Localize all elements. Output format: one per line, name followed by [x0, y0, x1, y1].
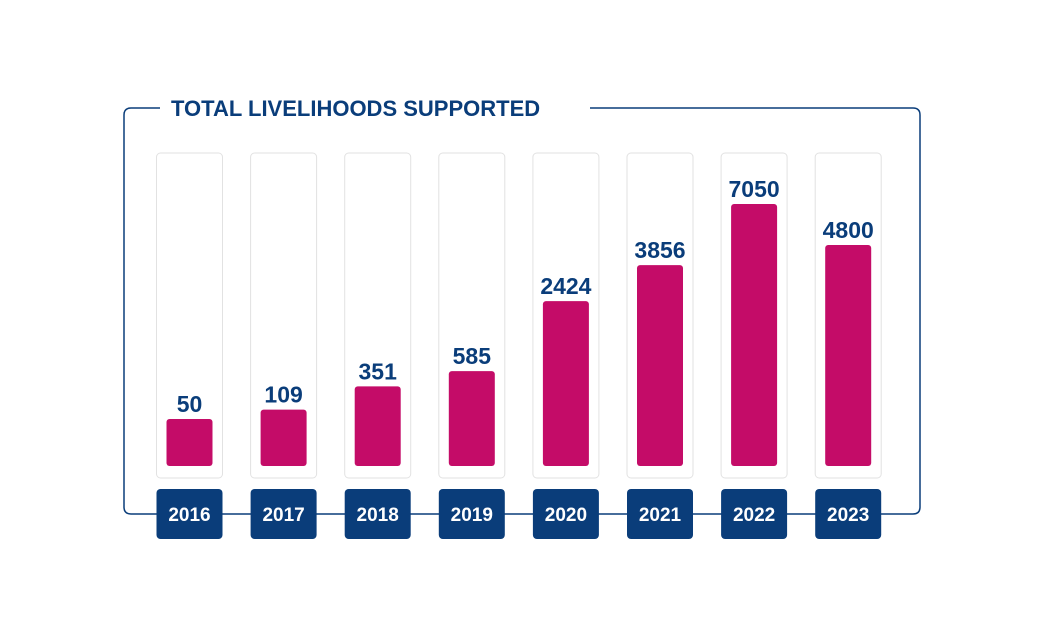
year-label-2020: 2020	[545, 505, 587, 526]
bar-2022	[731, 204, 778, 466]
value-labels: 50 109 351 585 2424 3856 7050 4800	[177, 176, 874, 417]
value-label-2022: 7050	[729, 176, 780, 202]
year-box-2018	[344, 489, 411, 539]
year-label-2016: 2016	[168, 505, 210, 526]
year-label-2018: 2018	[357, 505, 399, 526]
bar-2017	[260, 409, 307, 466]
value-label-2019: 585	[453, 343, 492, 369]
bars	[166, 204, 872, 466]
year-box-2023	[815, 489, 882, 539]
bar-2023	[825, 245, 872, 466]
value-label-2016: 50	[177, 391, 203, 417]
year-label-2021: 2021	[639, 505, 682, 526]
bar-track-2017	[250, 152, 318, 479]
value-label-2021: 3856	[634, 237, 685, 263]
chart-frame: TOTAL LIVELIHOODS SUPPORTED	[123, 96, 921, 515]
year-box-2019	[438, 489, 505, 539]
year-box-2017	[250, 489, 317, 539]
year-box-2022	[721, 489, 788, 539]
bar-track-2016	[156, 152, 223, 479]
chart-title: TOTAL LIVELIHOODS SUPPORTED	[171, 96, 540, 121]
year-label-2022: 2022	[733, 505, 775, 526]
value-label-2023: 4800	[823, 217, 874, 243]
year-label-2017: 2017	[262, 505, 304, 526]
year-label-2019: 2019	[451, 505, 493, 526]
frame-outline	[123, 107, 921, 515]
bar-2021	[637, 265, 683, 466]
value-label-2018: 351	[359, 358, 398, 384]
value-label-2017: 109	[264, 382, 302, 408]
bar-2020	[542, 301, 589, 466]
bar-2016	[166, 419, 213, 466]
year-box-2021	[627, 489, 693, 539]
value-label-2020: 2424	[540, 273, 591, 299]
year-labels: 2016 2017 2018 2019 2020 2021 2022 2023	[156, 489, 882, 539]
year-box-2020	[532, 489, 599, 539]
bar-2018	[354, 386, 401, 466]
bar-2019	[448, 371, 495, 466]
year-label-2023: 2023	[827, 505, 869, 526]
year-box-2016	[156, 489, 223, 539]
